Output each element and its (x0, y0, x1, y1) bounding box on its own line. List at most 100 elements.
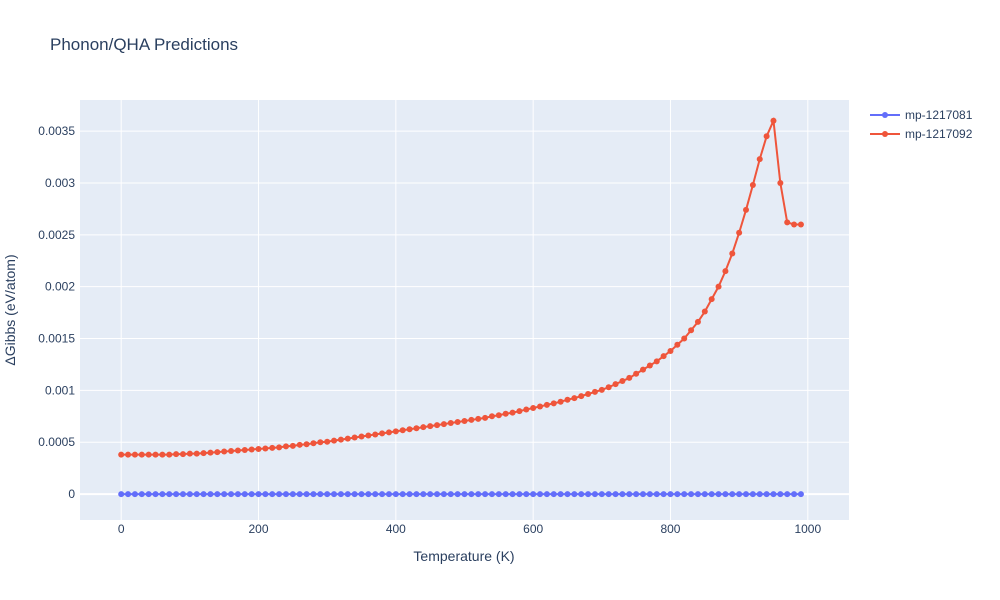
x-tick-label: 0 (118, 522, 125, 536)
data-point (131, 491, 138, 498)
data-point (379, 430, 386, 437)
data-point (749, 182, 756, 189)
legend-item[interactable]: mp-1217092 (870, 127, 973, 141)
data-point (797, 491, 804, 498)
y-tick-label: 0.0035 (38, 124, 75, 138)
data-point (385, 429, 392, 436)
chart-title: Phonon/QHA Predictions (50, 35, 238, 54)
data-point (681, 491, 688, 498)
data-point (729, 250, 736, 257)
plot-series (118, 116, 804, 498)
data-point (461, 491, 468, 498)
legend-marker (882, 112, 888, 118)
data-point (331, 437, 338, 444)
data-point (537, 403, 544, 410)
data-point (255, 491, 262, 498)
x-tick-label: 800 (660, 522, 680, 536)
data-point (118, 451, 125, 458)
x-axis-ticks: 0 200 400 600 800 1000 (118, 522, 822, 536)
series-line (121, 116, 801, 456)
data-point (276, 444, 283, 451)
data-point (207, 449, 214, 456)
data-point (578, 491, 585, 498)
data-point (591, 388, 598, 395)
data-point (337, 436, 344, 443)
data-point (530, 405, 537, 411)
data-point (743, 206, 750, 213)
data-point (763, 491, 770, 498)
data-point (344, 491, 351, 498)
data-point (646, 491, 653, 498)
data-point (365, 491, 372, 498)
data-point (743, 491, 750, 498)
data-point (221, 448, 228, 455)
plot-area (80, 100, 849, 520)
data-point (694, 318, 701, 325)
data-point (310, 440, 317, 447)
data-point (674, 341, 681, 348)
data-point (770, 117, 777, 124)
data-point (640, 366, 647, 373)
data-point (413, 425, 420, 432)
data-point (550, 491, 557, 498)
data-point (358, 491, 365, 498)
data-point (413, 491, 420, 498)
data-point (571, 395, 578, 402)
data-point (468, 416, 475, 423)
data-point (166, 491, 173, 498)
data-point (427, 423, 434, 430)
data-point (516, 408, 523, 415)
data-point (468, 491, 475, 498)
data-point (344, 435, 351, 442)
data-point (255, 445, 262, 452)
data-point (688, 491, 695, 498)
data-point (619, 378, 626, 385)
data-point (406, 426, 413, 433)
data-point (797, 221, 804, 228)
data-point (537, 491, 544, 498)
data-point (482, 414, 489, 421)
data-point (612, 491, 619, 498)
data-point (509, 491, 516, 498)
data-point (756, 156, 763, 163)
data-point (571, 491, 578, 498)
data-point (276, 491, 283, 498)
data-point (186, 450, 193, 457)
data-point (557, 491, 564, 498)
data-point (736, 491, 743, 498)
data-point (166, 451, 173, 458)
y-tick-label: 0.003 (45, 176, 75, 190)
data-point (228, 491, 235, 498)
x-tick-label: 1000 (794, 522, 821, 536)
data-point (681, 335, 688, 342)
data-point (303, 441, 310, 448)
data-point (200, 491, 207, 498)
data-point (310, 491, 317, 498)
data-point (365, 432, 372, 439)
data-point (214, 491, 221, 498)
legend-item[interactable]: mp-1217081 (870, 108, 973, 122)
legend[interactable]: mp-1217081 mp-1217092 (870, 108, 973, 141)
data-point (289, 491, 296, 498)
data-point (461, 417, 468, 424)
data-point (399, 427, 406, 434)
data-point (399, 491, 406, 498)
data-point (791, 491, 798, 498)
data-point (715, 491, 722, 498)
data-point (152, 451, 159, 458)
data-point (138, 491, 145, 498)
data-point (694, 491, 701, 498)
data-point (420, 491, 427, 498)
data-point (248, 446, 255, 453)
data-point (729, 491, 736, 498)
data-point (502, 491, 509, 498)
data-point (791, 221, 798, 228)
data-point (591, 491, 598, 498)
data-point (317, 439, 324, 446)
data-point (646, 362, 653, 369)
data-point (159, 491, 166, 498)
data-point (585, 491, 592, 498)
y-axis-ticks: 0 0.0005 0.001 0.0015 0.002 0.0025 0.003 0.0035 (38, 124, 75, 501)
data-point (619, 491, 626, 498)
data-point (358, 433, 365, 440)
